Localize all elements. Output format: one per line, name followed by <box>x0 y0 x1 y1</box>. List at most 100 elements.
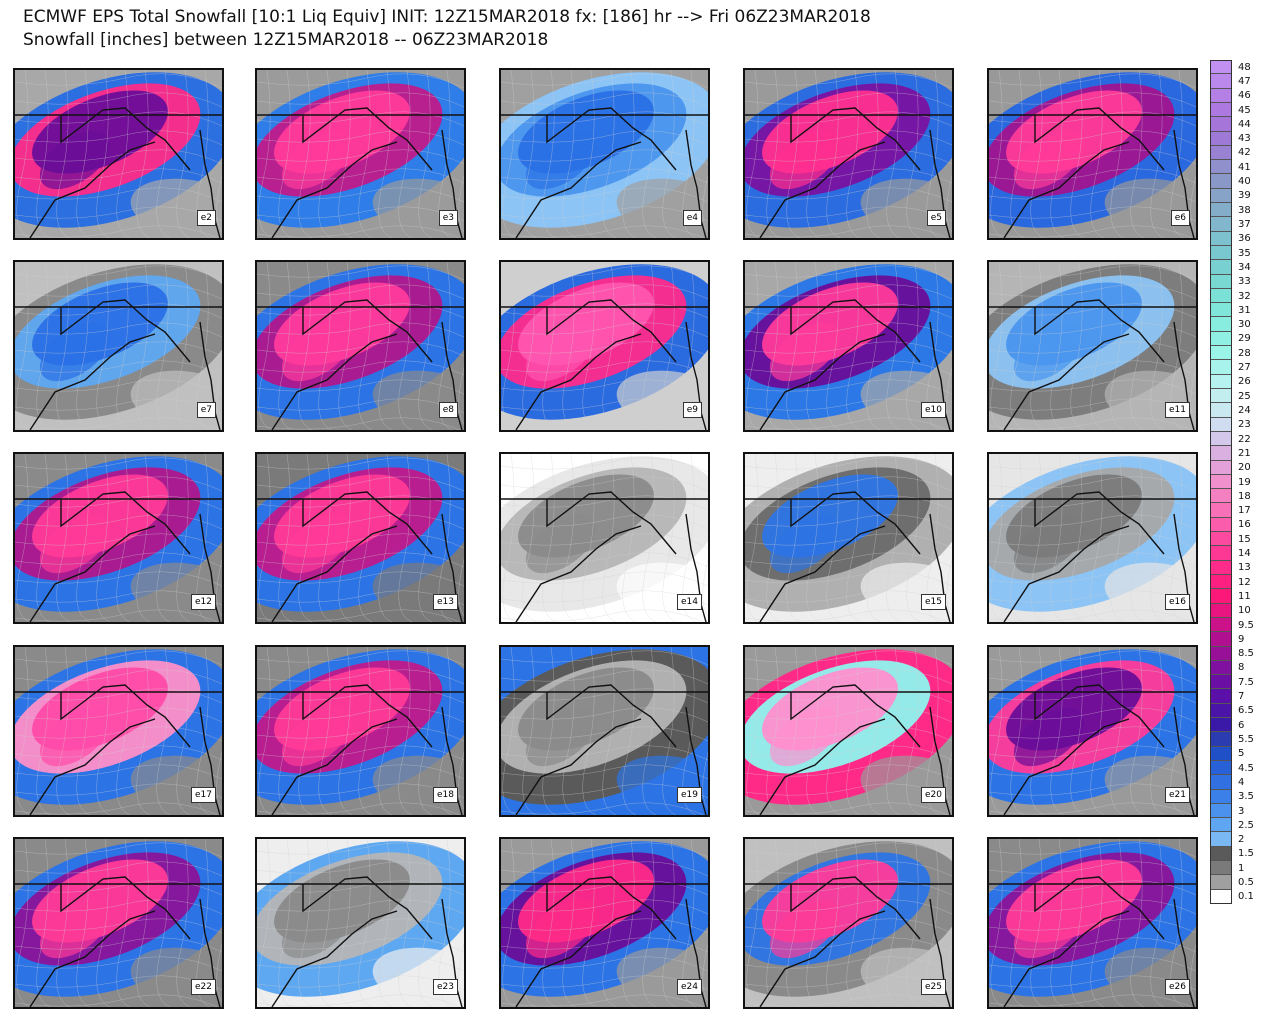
colorbar-tick: 35 <box>1238 247 1251 259</box>
ensemble-member-map: e26 <box>987 837 1198 1009</box>
colorbar-tick: 22 <box>1238 433 1251 445</box>
snowfall-field <box>501 647 708 815</box>
colorbar-tick: 47 <box>1238 75 1251 87</box>
ensemble-member-map: e22 <box>13 837 224 1009</box>
ensemble-member-map: e4 <box>499 68 710 240</box>
member-label: e4 <box>682 210 702 226</box>
member-label: e9 <box>682 402 702 418</box>
ensemble-member-map: e10 <box>743 260 954 432</box>
colorbar-tick: 19 <box>1238 476 1251 488</box>
colorbar-segment <box>1210 803 1232 819</box>
colorbar-tick: 4 <box>1238 776 1245 788</box>
snowfall-field <box>15 454 222 622</box>
ensemble-member-map: e3 <box>255 68 466 240</box>
snowfall-field <box>501 454 708 622</box>
title-line-1: ECMWF EPS Total Snowfall [10:1 Liq Equiv… <box>23 7 871 27</box>
colorbar-tick: 8.5 <box>1238 648 1254 660</box>
member-label: e18 <box>433 787 458 803</box>
colorbar-tick: 3.5 <box>1238 791 1254 803</box>
colorbar-segment <box>1210 760 1232 776</box>
colorbar-tick: 11 <box>1238 590 1251 602</box>
member-label: e21 <box>1165 787 1190 803</box>
colorbar-tick: 26 <box>1238 376 1251 388</box>
colorbar-tick: 44 <box>1238 118 1251 130</box>
colorbar-tick: 6.5 <box>1238 705 1254 717</box>
colorbar-segment <box>1210 574 1232 590</box>
member-label: e15 <box>921 594 946 610</box>
colorbar-segment <box>1210 274 1232 289</box>
colorbar-segment <box>1210 746 1232 761</box>
colorbar-segment <box>1210 517 1232 533</box>
member-label: e23 <box>433 979 458 995</box>
colorbar-segment <box>1210 660 1232 676</box>
colorbar-tick: 2.5 <box>1238 819 1254 831</box>
colorbar-segment <box>1210 732 1232 747</box>
colorbar-tick: 0.1 <box>1238 891 1254 903</box>
member-label: e13 <box>433 594 458 610</box>
colorbar-segment <box>1210 174 1232 189</box>
ensemble-member-map: e2 <box>13 68 224 240</box>
colorbar-tick: 33 <box>1238 276 1251 288</box>
colorbar-segment <box>1210 217 1232 232</box>
colorbar-segment <box>1210 675 1232 690</box>
colorbar-segment <box>1210 288 1232 304</box>
colorbar-tick: 3 <box>1238 805 1245 817</box>
colorbar-segment <box>1210 317 1232 332</box>
ensemble-member-map: e13 <box>255 452 466 624</box>
colorbar-segment <box>1210 145 1232 161</box>
colorbar-segment <box>1210 460 1232 475</box>
snowfall-field <box>501 70 708 238</box>
colorbar-tick: 42 <box>1238 147 1251 159</box>
member-label: e5 <box>926 210 946 226</box>
colorbar-segment <box>1210 346 1232 361</box>
colorbar-segment <box>1210 646 1232 661</box>
snowfall-field <box>745 262 952 430</box>
colorbar-tick: 37 <box>1238 219 1251 230</box>
snowfall-field <box>501 262 708 430</box>
ensemble-member-map: e16 <box>987 452 1198 624</box>
snowfall-field <box>15 647 222 815</box>
colorbar-segment <box>1210 703 1232 719</box>
colorbar-tick: 31 <box>1238 304 1251 316</box>
colorbar-tick: 5 <box>1238 748 1245 760</box>
snowfall-field <box>745 70 952 238</box>
colorbar-segment <box>1210 245 1232 261</box>
colorbar-segment <box>1210 60 1232 75</box>
ensemble-member-map: e6 <box>987 68 1198 240</box>
colorbar-tick: 12 <box>1238 576 1251 588</box>
colorbar-segment <box>1210 832 1232 847</box>
member-label: e7 <box>196 402 216 418</box>
snowfall-field <box>989 839 1196 1007</box>
member-label: e16 <box>1165 594 1190 610</box>
colorbar-segment <box>1210 775 1232 790</box>
colorbar-tick: 8 <box>1238 662 1245 674</box>
snowfall-field <box>989 454 1196 622</box>
ensemble-member-map: e25 <box>743 837 954 1009</box>
ensemble-member-map: e23 <box>255 837 466 1009</box>
snowfall-field <box>257 647 464 815</box>
colorbar-segment <box>1210 875 1232 890</box>
colorbar-tick: 10 <box>1238 605 1251 617</box>
colorbar-tick: 20 <box>1238 462 1251 474</box>
member-label: e20 <box>921 787 946 803</box>
member-label: e25 <box>921 979 946 995</box>
colorbar-segment <box>1210 417 1232 432</box>
colorbar-tick: 2 <box>1238 834 1245 846</box>
member-label: e11 <box>1165 402 1190 418</box>
colorbar-tick: 4.5 <box>1238 762 1254 774</box>
colorbar-tick: 29 <box>1238 333 1251 345</box>
snowfall-field <box>257 839 464 1007</box>
member-label: e10 <box>921 402 946 418</box>
snowfall-field <box>501 839 708 1007</box>
colorbar-segment <box>1210 617 1232 633</box>
colorbar-segment <box>1210 789 1232 804</box>
colorbar-segment <box>1210 260 1232 275</box>
colorbar-segment <box>1210 489 1232 504</box>
colorbar-tick: 38 <box>1238 204 1251 216</box>
snowfall-field <box>15 262 222 430</box>
ensemble-member-map: e8 <box>255 260 466 432</box>
ensemble-member-map: e19 <box>499 645 710 817</box>
colorbar-tick: 30 <box>1238 319 1251 331</box>
colorbar-segment <box>1210 374 1232 389</box>
member-label: e26 <box>1165 979 1190 995</box>
